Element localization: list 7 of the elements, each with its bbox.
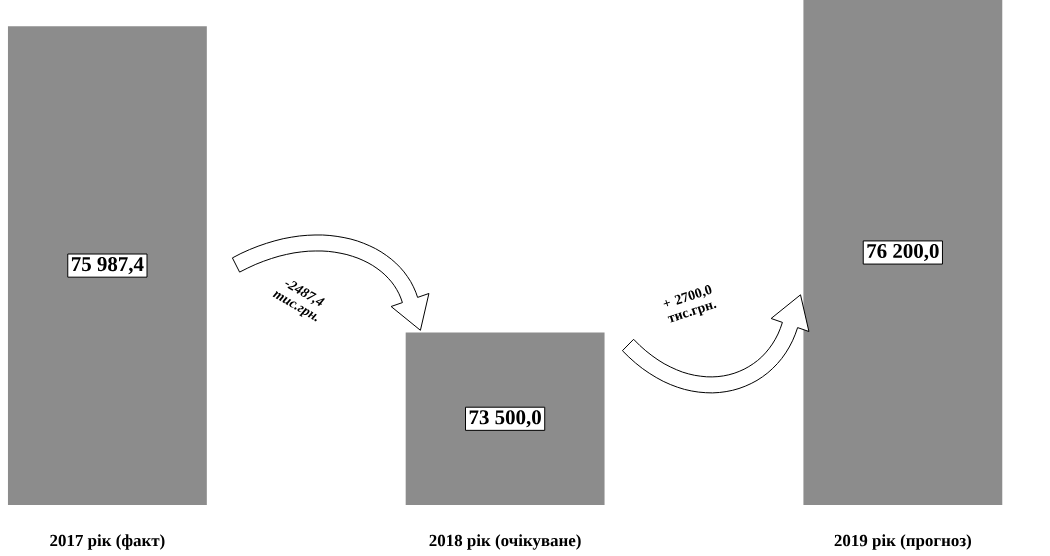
- x-tick-label: 2017 рік (факт): [50, 534, 165, 550]
- x-tick-label: 2018 рік (очікуване): [429, 534, 581, 550]
- data-label: 75 987,4: [71, 257, 144, 275]
- annotation: + 2700,0 тис.грн.: [663, 285, 717, 323]
- data-label: 76 200,0: [867, 243, 939, 262]
- x-tick-label: 2019 рік (прогноз): [834, 534, 972, 550]
- data-label: 73 500,0: [469, 410, 541, 428]
